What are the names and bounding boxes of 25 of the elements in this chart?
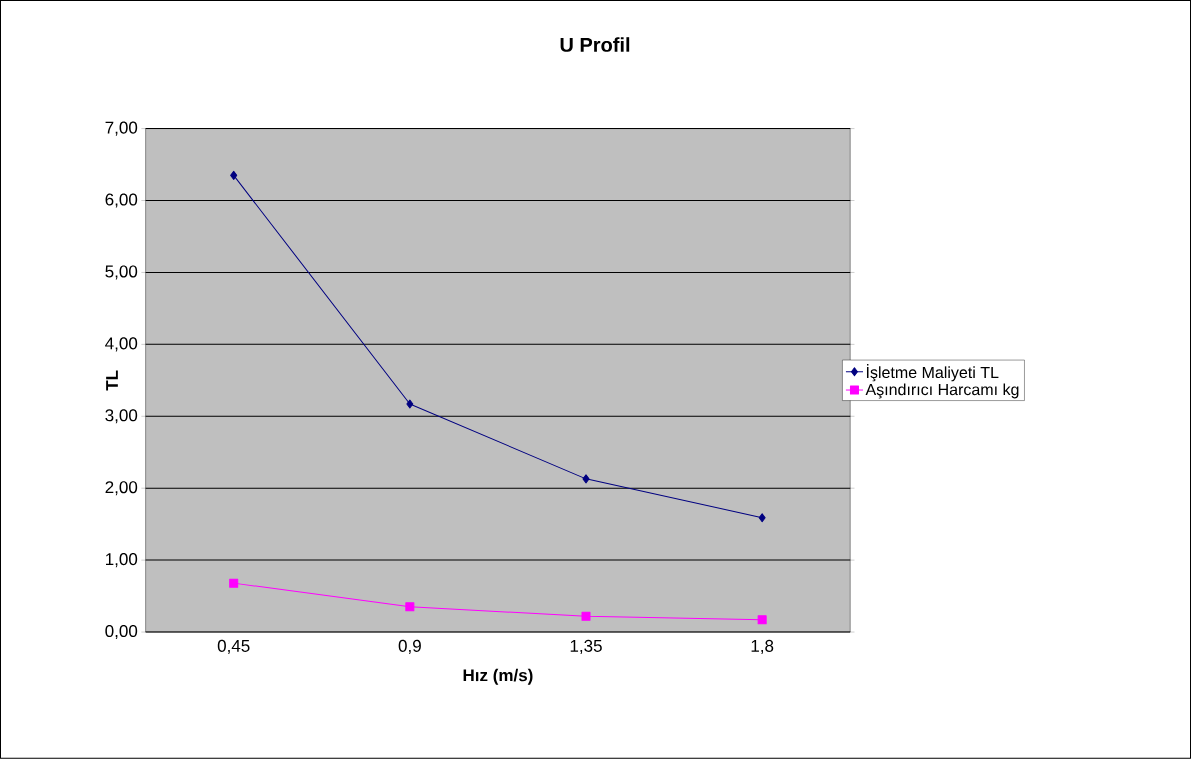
y-tick-label: 7,00: [105, 121, 138, 136]
y-tick-label: 6,00: [105, 193, 138, 208]
point: [757, 615, 767, 625]
x-tick-label: 1,8: [751, 640, 774, 655]
x-tick-label: 1,35: [570, 640, 602, 655]
point: [229, 578, 239, 588]
y-tick-label: 2,00: [105, 481, 138, 496]
x-tick-label: 0,9: [398, 640, 421, 655]
point: [405, 602, 415, 612]
legend-label: Aşındırıcı Harcamı kg: [865, 383, 1019, 399]
y-tick-label: 4,00: [105, 337, 138, 352]
y-tick-label: 0,00: [105, 625, 138, 640]
y-tick-label: 5,00: [105, 265, 138, 280]
point: [406, 399, 414, 409]
y-tick-label: 3,00: [105, 409, 138, 424]
point: [581, 611, 591, 621]
chart-title: U Profil: [560, 37, 630, 53]
point: [230, 171, 238, 181]
point: [758, 513, 766, 523]
point: [582, 474, 590, 484]
legend-label: İşletme Maliyeti TL: [866, 364, 999, 382]
x-axis-title: Hız (m/s): [463, 668, 533, 685]
y-tick-label: 1,00: [106, 553, 138, 568]
x-tick-label: 0,45: [217, 640, 250, 655]
y-axis-title: TL: [106, 370, 118, 391]
